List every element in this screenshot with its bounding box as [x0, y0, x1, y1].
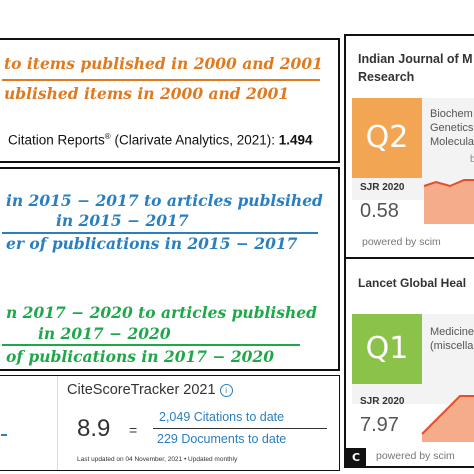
journal2-sjr-value: 7.97	[360, 414, 399, 436]
journal1-category-tail: b	[470, 154, 474, 165]
journal2-quartile-badge: Q1	[352, 314, 422, 384]
journal1-category-1: Biochem	[430, 108, 473, 120]
blue-denominator-text: er of publications in 2015 − 2017	[6, 234, 298, 253]
journal2-category-2: (miscella	[430, 340, 474, 352]
citescore-value: 8.9	[77, 415, 111, 442]
journal1-category-2: Genetics	[430, 122, 474, 134]
journal1-trend-line	[423, 179, 474, 188]
panel-sjr: Indian Journal of M Research Q2 Biochem …	[344, 34, 474, 468]
citation-report-line: Citation Reports® (Clarivate Analytics, …	[8, 132, 313, 148]
panel-impact-factor: to items published in 2000 and 2001 ubli…	[0, 38, 340, 163]
journal-card-1: Indian Journal of M Research Q2 Biochem …	[346, 36, 474, 254]
green-numerator-text-2: in 2017 − 2020	[38, 324, 171, 343]
panel-label-c: C	[346, 448, 366, 466]
journal2-powered-by: powered by scim	[376, 450, 455, 462]
journal1-category-3: Molecula	[430, 136, 474, 148]
journal1-sjr-label: SJR 2020	[360, 182, 405, 193]
if-denominator-text: ublished items in 2000 and 2001	[4, 84, 290, 103]
journal2-sjr-trend-chart	[421, 395, 474, 442]
journal1-title-line1: Indian Journal of M	[358, 52, 473, 66]
if-numerator-text: to items published in 2000 and 2001	[4, 54, 323, 73]
tracker-fraction-rule	[153, 428, 327, 429]
journal1-sjr-trend-chart	[423, 179, 474, 224]
citescore-equals: =	[129, 422, 138, 438]
panel-label-c-text: C	[351, 451, 361, 464]
journal2-sjr-label: SJR 2020	[360, 396, 405, 407]
blue-numerator-text: in 2015 − 2017 to articles publsihed	[6, 191, 323, 210]
citation-label: Citation Reports	[8, 132, 105, 148]
citation-source: (Clarivate Analytics, 2021):	[110, 132, 279, 148]
journal1-powered-by: powered by scim	[362, 236, 441, 248]
blue-numerator-text-2: in 2015 − 2017	[56, 211, 189, 230]
panel-citescore-tracker: CiteScoreTracker 2021 i 8.9 = 2,049 Cita…	[0, 375, 340, 471]
blue-fraction-rule	[2, 232, 318, 234]
left-partial-link	[1, 434, 7, 436]
documents-link[interactable]: 229 Documents to date	[157, 432, 287, 446]
cards-separator	[346, 257, 474, 259]
divider-vertical	[57, 376, 58, 470]
journal2-trend-line	[421, 395, 474, 435]
green-fraction-rule	[2, 344, 300, 346]
citescore-title: CiteScoreTracker 2021 i	[67, 382, 233, 398]
citations-link[interactable]: 2,049 Citations to date	[159, 410, 285, 424]
citescore-title-text: CiteScoreTracker 2021	[67, 382, 216, 398]
journal2-category-1: Medicine	[430, 326, 474, 338]
registered-mark: ®	[104, 132, 111, 141]
green-numerator-text: n 2017 − 2020 to articles published	[6, 303, 317, 322]
tracker-updated-text: Last updated on 04 November, 2021 • Upda…	[77, 456, 238, 463]
journal1-trend-area	[424, 180, 474, 224]
info-icon[interactable]: i	[219, 384, 233, 397]
fraction-rule	[2, 79, 320, 81]
panel-citescore-formula: in 2015 − 2017 to articles publsihed in …	[0, 167, 340, 371]
journal2-trend-area	[422, 396, 474, 442]
journal2-title: Lancet Global Heal	[358, 276, 467, 290]
journal1-sjr-value: 0.58	[360, 200, 399, 222]
journal1-title-line2: Research	[358, 70, 415, 84]
journal1-quartile-badge: Q2	[352, 98, 422, 178]
journal-card-2: Lancet Global Heal Q1 Medicine (miscella…	[346, 260, 474, 466]
impact-factor-value: 1.494	[278, 132, 313, 148]
green-denominator-text: of publications in 2017 − 2020	[6, 347, 274, 366]
